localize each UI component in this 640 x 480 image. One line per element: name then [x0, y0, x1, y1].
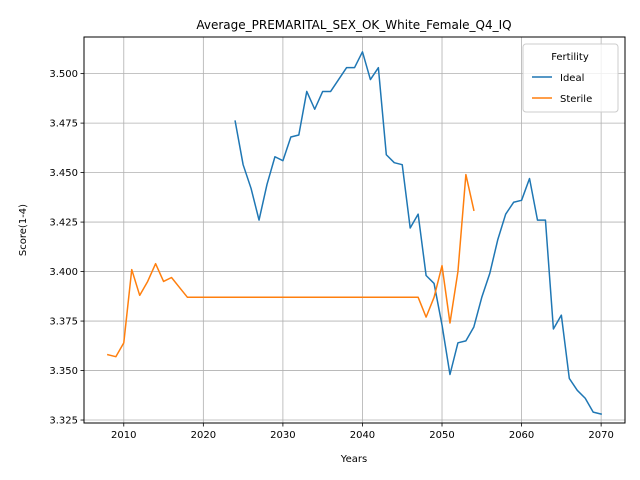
series-line-sterile	[106, 173, 475, 358]
y-axis-label: Score(1-4)	[18, 204, 29, 256]
x-tick-label: 2040	[350, 430, 375, 441]
grid	[84, 37, 625, 423]
x-axis-label: Years	[340, 454, 367, 465]
plot-frame	[83, 36, 626, 424]
y-tick-label: 3.350	[49, 366, 78, 377]
x-tick-label: 2010	[111, 430, 136, 441]
legend-title: Fertility	[551, 52, 589, 63]
x-tick-label: 2020	[191, 430, 216, 441]
legend: Fertility Ideal Sterile	[522, 43, 619, 113]
x-tick-label: 2060	[509, 430, 534, 441]
x-axis-ticks: 2010 2020 2030 2040 2050 2060 2070	[111, 423, 614, 441]
legend-box	[522, 43, 619, 113]
x-tick-label: 2050	[429, 430, 454, 441]
x-tick-label: 2030	[270, 430, 295, 441]
chart-title: Average_PREMARITAL_SEX_OK_White_Female_Q…	[196, 18, 511, 32]
y-tick-label: 3.325	[49, 416, 78, 427]
y-tick-label: 3.450	[49, 168, 78, 179]
y-tick-label: 3.500	[49, 69, 78, 80]
legend-label-sterile: Sterile	[560, 94, 592, 105]
x-tick-label: 2070	[588, 430, 613, 441]
legend-label-ideal: Ideal	[560, 73, 584, 84]
series-lines	[106, 51, 603, 415]
y-tick-label: 3.475	[49, 119, 78, 130]
y-axis-ticks: 3.325 3.350 3.375 3.400 3.425 3.450 3.475 3.500	[49, 69, 84, 427]
y-tick-label: 3.400	[49, 267, 78, 278]
series-line-ideal	[234, 51, 603, 415]
y-tick-label: 3.375	[49, 317, 78, 328]
y-tick-label: 3.425	[49, 218, 78, 229]
